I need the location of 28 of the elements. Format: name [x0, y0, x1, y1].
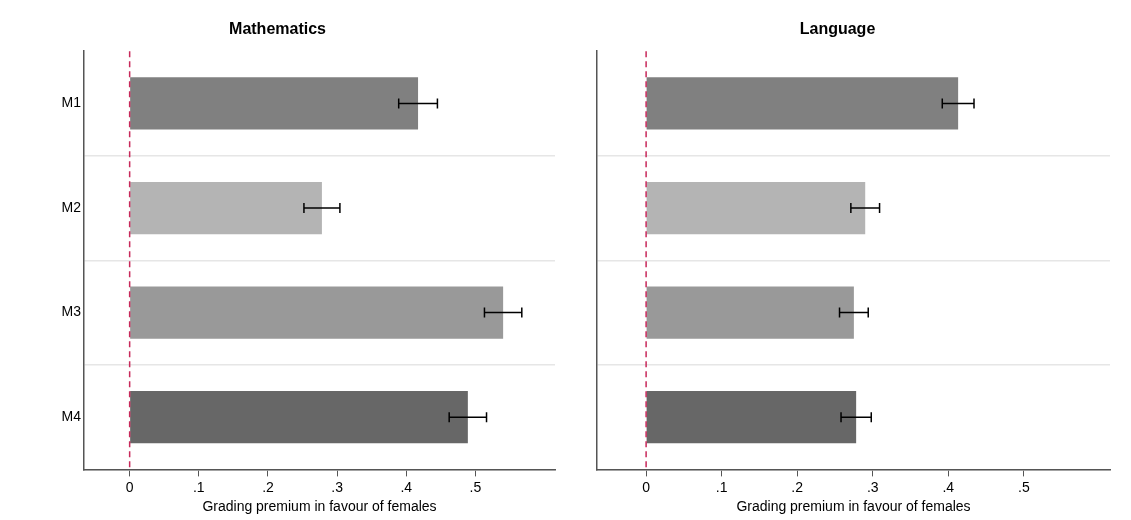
- y-tick-label: M2: [61, 198, 82, 215]
- x-tick-label: .3: [331, 478, 344, 495]
- x-tick-label: 0: [125, 478, 134, 495]
- x-tick-label: .3: [866, 478, 879, 495]
- x-tick-label: .5: [469, 478, 482, 495]
- bar: [646, 286, 854, 339]
- y-tick-label: M4: [61, 407, 82, 424]
- x-tick-label: .1: [715, 478, 728, 495]
- y-tick-label: M3: [61, 303, 82, 320]
- x-axis-title: Grading premium in favour of females: [736, 498, 971, 515]
- x-tick-label: .5: [1018, 478, 1030, 495]
- chart-title: Language: [799, 20, 876, 38]
- bar: [646, 77, 959, 130]
- bar: [130, 390, 468, 444]
- bar: [130, 286, 504, 339]
- x-tick-label: .2: [262, 478, 275, 495]
- bar: [646, 390, 857, 444]
- chart-title: Mathematics: [229, 20, 327, 38]
- x-tick-label: .4: [400, 478, 413, 495]
- x-axis-title: Grading premium in favour of females: [202, 498, 437, 515]
- x-tick-label: .4: [942, 478, 955, 495]
- bar: [130, 77, 419, 130]
- y-tick-label: M1: [61, 94, 82, 111]
- bar: [130, 181, 322, 235]
- x-tick-label: .1: [192, 478, 205, 495]
- x-tick-label: .2: [791, 478, 804, 495]
- x-tick-label: 0: [642, 478, 651, 495]
- bar: [646, 181, 866, 235]
